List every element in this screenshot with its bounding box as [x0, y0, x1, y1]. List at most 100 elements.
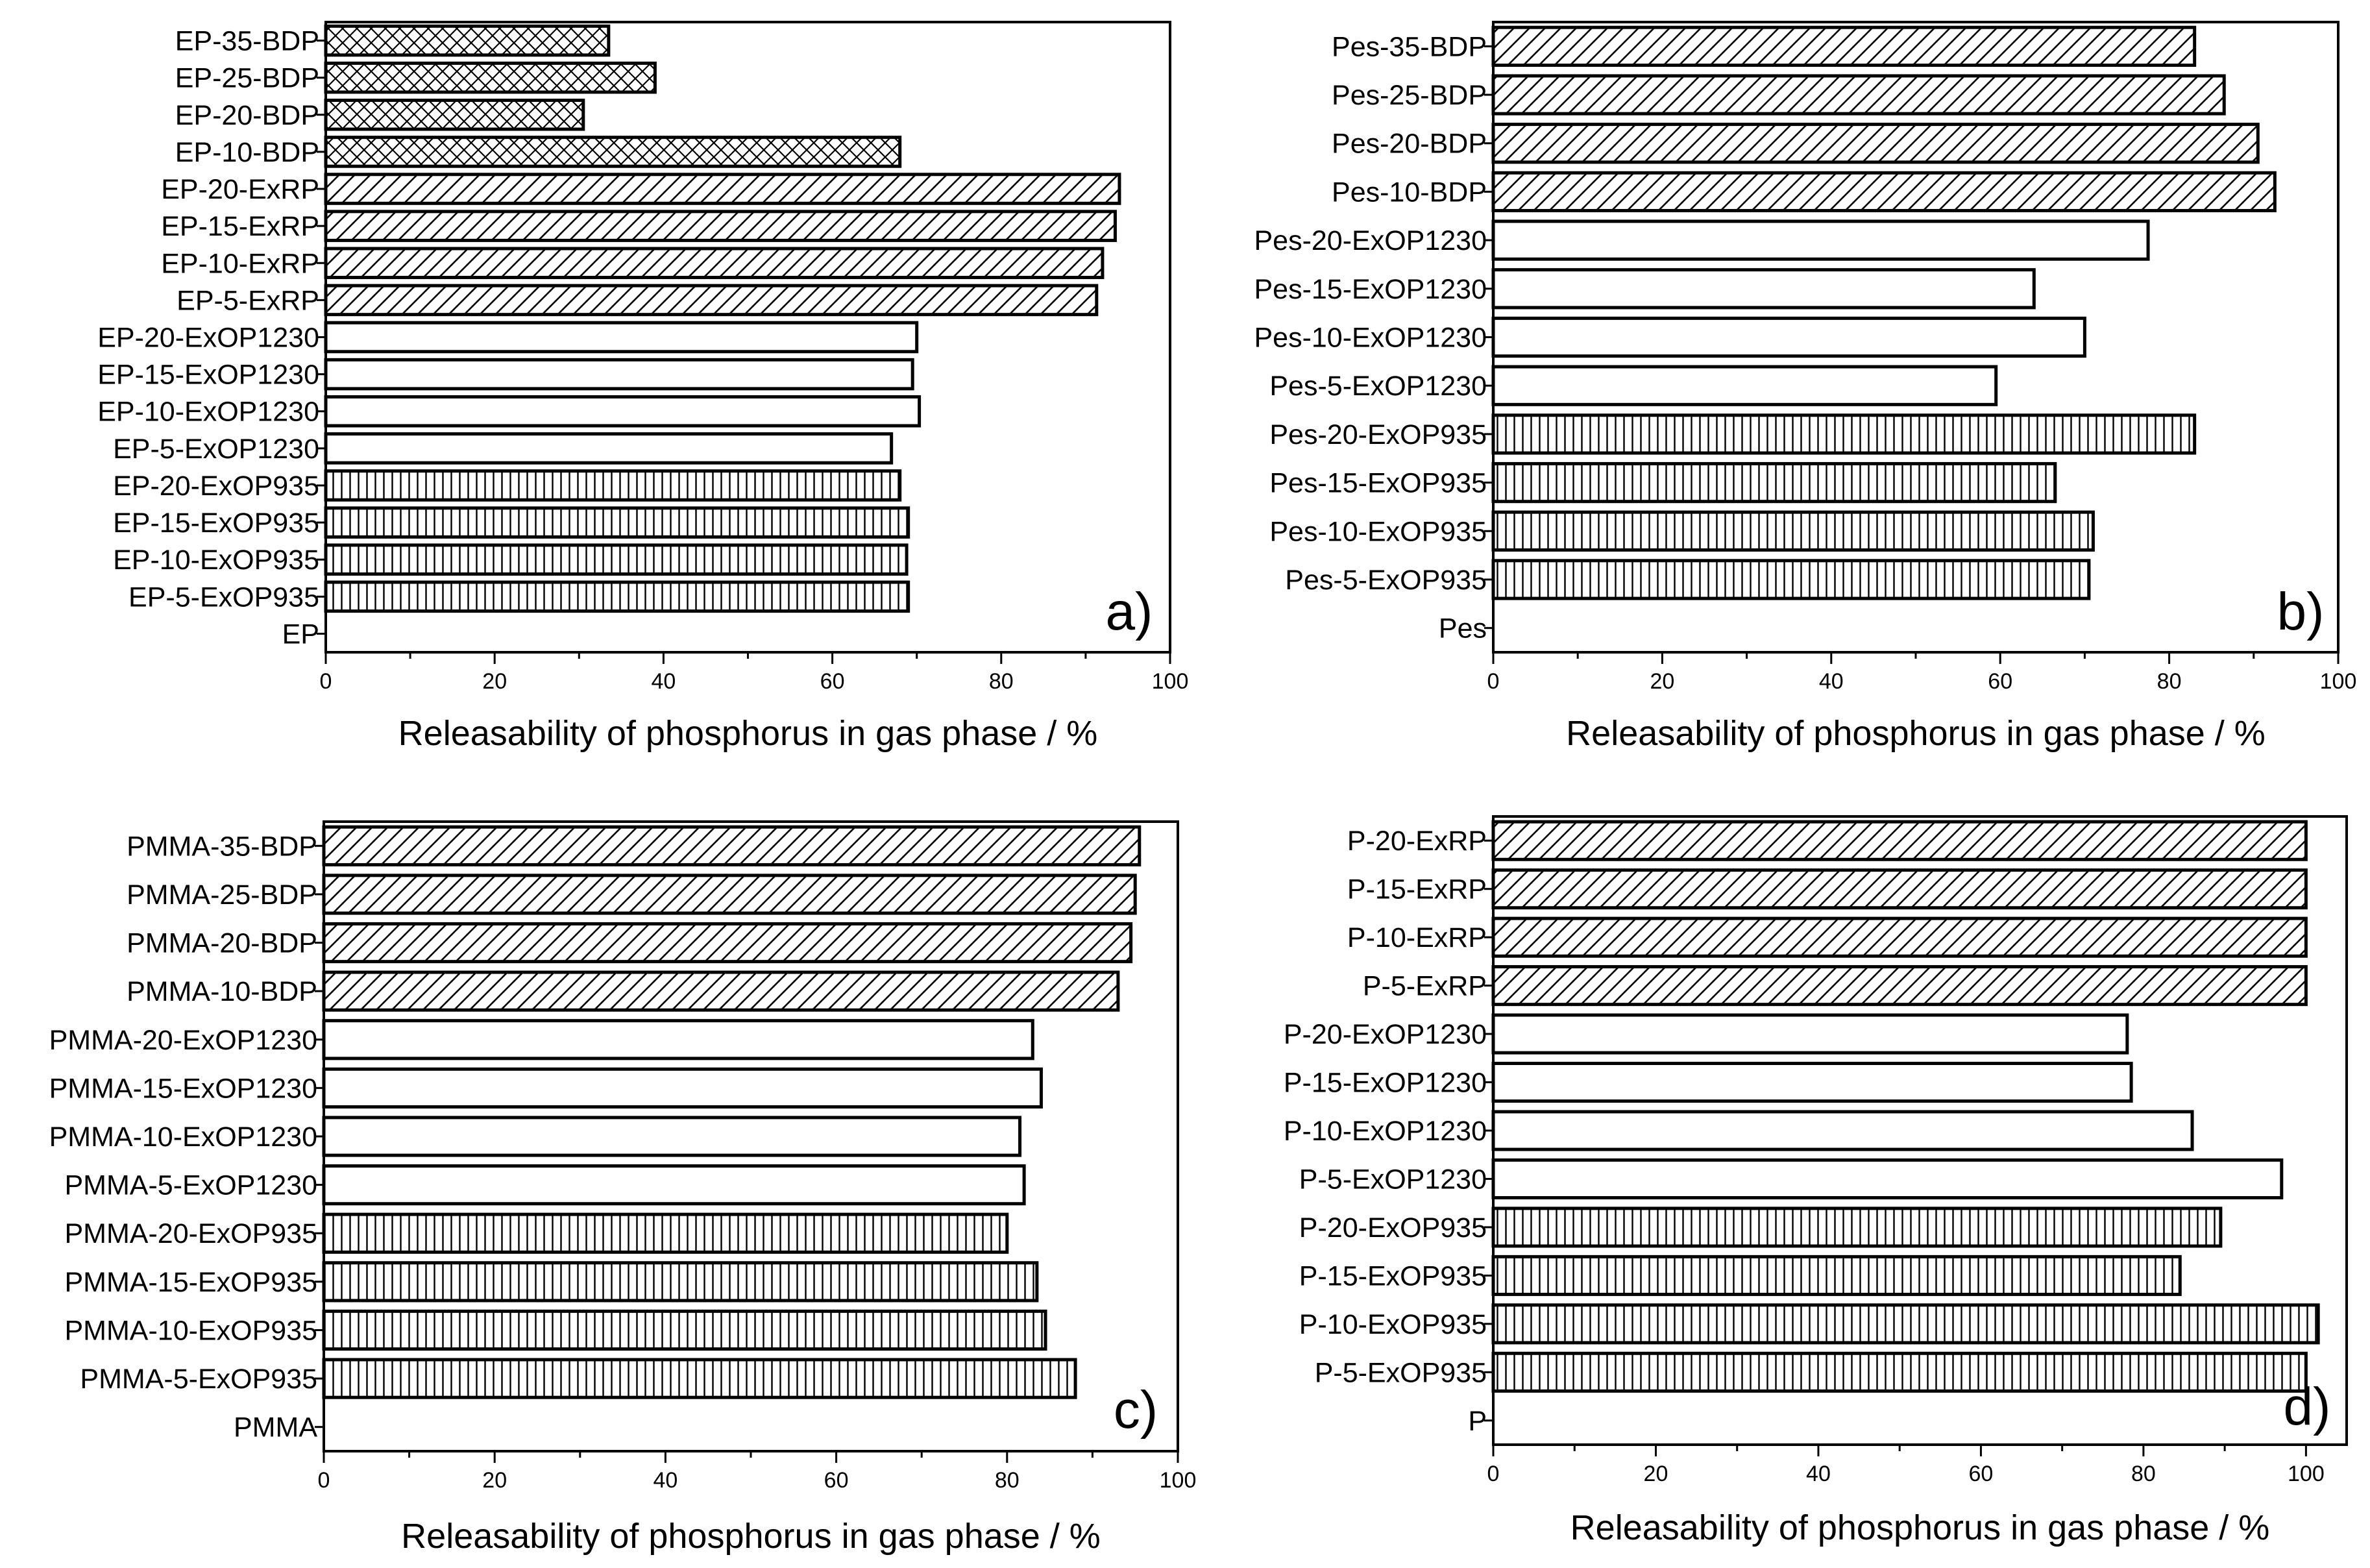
category-label: PMMA-20-ExOP935	[64, 1218, 317, 1249]
bar-pes-20-exop1230	[1491, 219, 2150, 261]
category-label: EP-20-ExRP	[161, 174, 319, 205]
category-label: P-15-ExRP	[1347, 874, 1487, 905]
category-label: P-20-ExOP1230	[1284, 1019, 1487, 1050]
category-label: Pes-5-ExOP1230	[1269, 371, 1487, 402]
bar-pes-15-exop1230	[1491, 268, 2036, 310]
bar-pes-20-exop935	[1491, 413, 2197, 455]
x-axis-title: Releasability of phosphorus in gas phase…	[1570, 1508, 2270, 1547]
bar-ep-5-exrp	[324, 284, 1099, 317]
category-label: PMMA-10-BDP	[127, 976, 317, 1007]
bar-pes-5-exop1230	[1491, 365, 1998, 406]
category-label: EP-5-ExRP	[177, 285, 319, 316]
x-tick-label: 80	[2131, 1462, 2156, 1486]
bar-pmma-15-exop935	[322, 1261, 1039, 1303]
bar-pes-10-exop1230	[1491, 316, 2086, 358]
category-label: EP-10-ExRP	[161, 248, 319, 279]
category-label: EP-20-ExOP1230	[97, 323, 319, 354]
bar-ep-25-bdp	[324, 61, 657, 94]
x-tick-label: 60	[820, 669, 845, 694]
x-tick-label: 20	[482, 1468, 507, 1493]
bar-ep-20-bdp	[324, 99, 585, 131]
category-label: Pes-5-ExOP935	[1285, 565, 1487, 596]
bar-pmma-20-bdp	[322, 922, 1133, 964]
category-label: Pes-10-ExOP1230	[1254, 323, 1487, 354]
category-label: Pes-20-ExOP1230	[1254, 225, 1487, 256]
category-label: PMMA-20-BDP	[127, 928, 317, 959]
bar-ep-5-exop935	[324, 580, 910, 613]
category-label: EP	[282, 619, 319, 650]
category-label: Pes-15-ExOP935	[1269, 468, 1487, 499]
x-tick-label: 0	[318, 1468, 330, 1493]
bar-p-15-exop935	[1491, 1255, 2182, 1296]
category-label: EP-10-ExOP1230	[97, 397, 319, 428]
bar-ep-10-bdp	[324, 136, 902, 168]
bar-p-5-exop1230	[1491, 1158, 2284, 1200]
category-label: Pes-10-BDP	[1332, 177, 1487, 208]
bar-p-10-exop1230	[1491, 1110, 2194, 1151]
bar-ep-35-bdp	[324, 24, 611, 57]
panel-label: b)	[2277, 582, 2325, 641]
x-tick-label: 60	[824, 1468, 849, 1493]
bar-pmma-35-bdp	[322, 825, 1142, 866]
category-label: P-5-ExOP935	[1315, 1357, 1487, 1388]
category-label: PMMA-5-ExOP935	[80, 1364, 317, 1395]
bar-ep-10-exop1230	[324, 395, 922, 428]
bar-pmma-5-exop935	[322, 1358, 1077, 1399]
x-axis-title: Releasability of phosphorus in gas phase…	[398, 714, 1098, 753]
bar-pes-10-bdp	[1491, 171, 2277, 213]
panel-b-chart: Pes-35-BDP Pes-25-BDP Pes-20-BDP Pes-10-BDP…	[1254, 21, 2357, 753]
bar-p-15-exop1230	[1491, 1061, 2133, 1103]
category-label: EP-15-ExOP935	[113, 508, 319, 539]
bar-p-20-exop935	[1491, 1207, 2223, 1248]
category-label: EP-5-ExOP935	[128, 582, 319, 613]
category-label: P-10-ExRP	[1347, 922, 1487, 953]
category-label: Pes-25-BDP	[1332, 80, 1487, 111]
bar-ep-10-exrp	[324, 247, 1105, 280]
panel-c-chart: PMMA-35-BDP PMMA-25-BDP PMMA-20-BDP PMMA-10…	[49, 820, 1197, 1556]
category-label: PMMA	[234, 1412, 317, 1443]
panel-label: c)	[1114, 1380, 1158, 1439]
category-label: EP-35-BDP	[175, 26, 319, 57]
x-tick-label: 60	[1969, 1462, 1994, 1486]
bar-ep-15-exop1230	[324, 358, 914, 391]
category-label: EP-10-BDP	[175, 137, 319, 168]
x-tick-label: 0	[320, 669, 332, 694]
category-label: EP-15-ExRP	[161, 211, 319, 242]
bar-ep-20-exrp	[324, 173, 1121, 205]
category-label: PMMA-25-BDP	[127, 879, 317, 911]
bar-pes-35-bdp	[1491, 25, 2197, 67]
bar-p-5-exrp	[1491, 965, 2308, 1007]
category-label: EP-25-BDP	[175, 63, 319, 94]
bar-p-20-exrp	[1491, 820, 2308, 861]
bar-pes-10-exop935	[1491, 510, 2095, 552]
category-label: EP-20-BDP	[175, 100, 319, 131]
category-label: Pes-15-ExOP1230	[1254, 274, 1487, 305]
category-label: PMMA-20-ExOP1230	[49, 1025, 317, 1056]
category-label: P	[1468, 1406, 1487, 1437]
bar-p-5-exop935	[1491, 1351, 2308, 1393]
bar-p-20-exop1230	[1491, 1013, 2129, 1055]
bar-ep-15-exrp	[324, 210, 1117, 242]
x-tick-label: 100	[2320, 669, 2357, 694]
x-tick-label: 40	[1819, 669, 1844, 694]
category-label: PMMA-10-ExOP935	[64, 1315, 317, 1346]
bar-pes-20-bdp	[1491, 123, 2260, 164]
category-label: PMMA-15-ExOP1230	[49, 1073, 317, 1104]
x-tick-label: 40	[651, 669, 676, 694]
category-label: P-10-ExOP1230	[1284, 1116, 1487, 1147]
bar-pes-15-exop935	[1491, 461, 2057, 504]
x-tick-label: 80	[995, 1468, 1020, 1493]
bar-pmma-10-exop935	[322, 1309, 1047, 1351]
x-tick-label: 100	[2288, 1462, 2325, 1486]
x-tick-label: 40	[653, 1468, 678, 1493]
bar-pmma-15-exop1230	[322, 1067, 1043, 1109]
bar-pmma-20-exop935	[322, 1212, 1009, 1254]
bar-pmma-10-bdp	[322, 970, 1120, 1012]
x-tick-label: 100	[1152, 669, 1189, 694]
category-label: PMMA-35-BDP	[127, 831, 317, 862]
category-label: PMMA-15-ExOP935	[64, 1267, 317, 1298]
category-label: EP-15-ExOP1230	[97, 360, 319, 391]
x-tick-label: 100	[1160, 1468, 1197, 1493]
bar-p-10-exrp	[1491, 916, 2308, 958]
category-label: P-5-ExOP1230	[1299, 1164, 1487, 1195]
